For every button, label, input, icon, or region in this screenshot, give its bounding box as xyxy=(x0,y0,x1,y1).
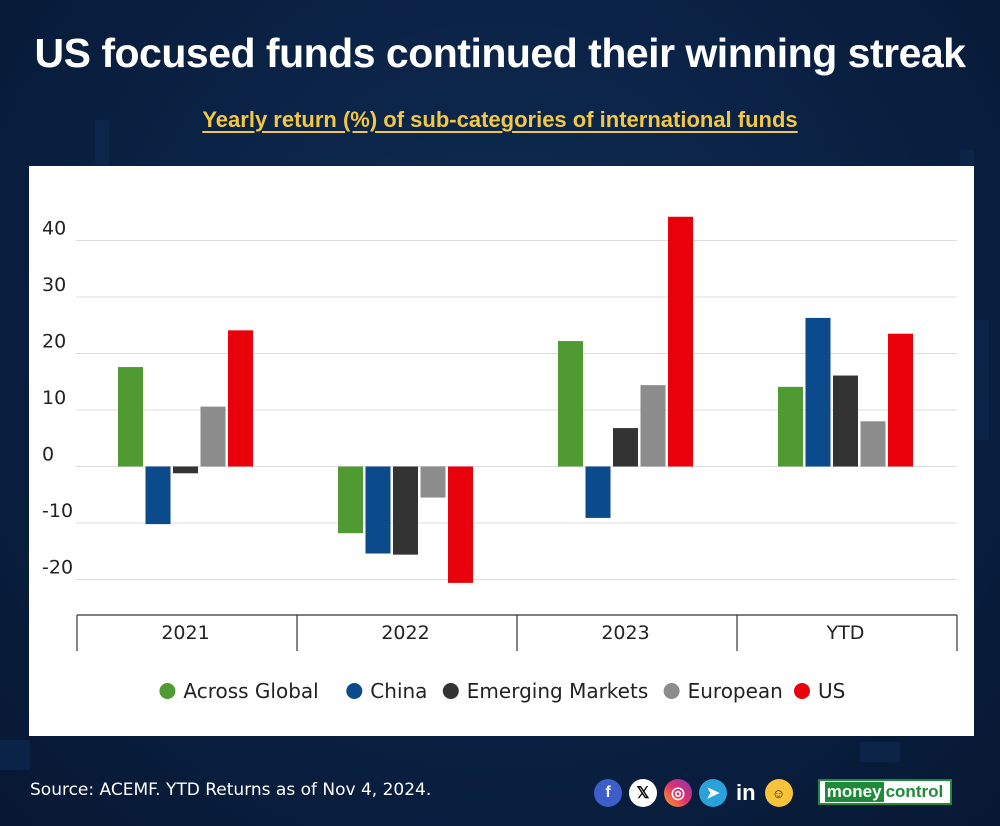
bar-us xyxy=(448,466,473,583)
moneycontrol-logo: money control xyxy=(818,779,952,805)
chart-subtitle: Yearly return (%) of sub-categories of i… xyxy=(202,107,798,132)
y-tick-label: 20 xyxy=(42,331,66,353)
bar-china xyxy=(805,317,831,467)
bar-china xyxy=(145,466,171,525)
legend-marker xyxy=(442,683,459,699)
legend-label: US xyxy=(818,679,845,703)
y-tick-label: -10 xyxy=(42,500,73,522)
legend-marker xyxy=(159,683,176,699)
x-tick-label: YTD xyxy=(826,622,865,644)
legend-label: Emerging Markets xyxy=(467,679,648,703)
bar-emerging-markets xyxy=(173,466,198,474)
x-twitter-icon[interactable]: 𝕏 xyxy=(629,779,657,807)
bar-european xyxy=(420,466,446,498)
bar-us xyxy=(668,216,693,467)
y-tick-label: 40 xyxy=(42,218,66,240)
source-note: Source: ACEMF. YTD Returns as of Nov 4, … xyxy=(30,780,432,800)
brand-part-2: control xyxy=(885,782,944,801)
y-tick-label: 0 xyxy=(42,444,54,466)
y-tick-label: -20 xyxy=(42,557,73,579)
legend-label: China xyxy=(370,679,427,703)
bar-emerging-markets xyxy=(393,466,418,555)
legend-marker xyxy=(346,683,363,699)
bar-china xyxy=(365,466,391,554)
x-tick-label: 2023 xyxy=(601,622,649,644)
chart-panel: 40 30 20 10 0 -10 -20 2021 2022 2023 YTD Across Glo… xyxy=(29,166,974,736)
instagram-icon[interactable]: ◎ xyxy=(664,779,692,807)
legend-label: European xyxy=(688,679,783,703)
bar-us xyxy=(228,330,253,467)
bar-european xyxy=(200,406,226,467)
bar-across-global xyxy=(338,466,363,534)
social-icons: f 𝕏 ◎ ➤ in ☺ xyxy=(594,777,793,809)
bar-across-global xyxy=(778,386,803,467)
bar-across-global xyxy=(558,341,583,467)
mascot-icon: ☺ xyxy=(764,779,793,807)
bar-china xyxy=(585,466,611,518)
brand-part-1: money xyxy=(824,782,884,802)
bar-emerging-markets xyxy=(833,375,858,467)
y-tick-label: 30 xyxy=(42,274,66,296)
facebook-icon[interactable]: f xyxy=(594,779,622,807)
bar-european xyxy=(640,385,666,467)
bar-european xyxy=(860,421,886,467)
telegram-icon[interactable]: ➤ xyxy=(699,779,727,807)
legend-label: Across Global xyxy=(183,679,318,703)
chart-title: US focused funds continued their winning… xyxy=(34,30,966,76)
bar-emerging-markets xyxy=(613,428,638,467)
x-tick-label: 2022 xyxy=(381,622,429,644)
bar-across-global xyxy=(118,367,143,467)
y-tick-label: 10 xyxy=(42,387,66,409)
bar-us xyxy=(888,333,913,467)
x-tick-label: 2021 xyxy=(161,622,209,644)
linkedin-icon[interactable]: in xyxy=(736,780,756,805)
legend-marker xyxy=(663,683,680,699)
bar-chart: 40 30 20 10 0 -10 -20 2021 2022 2023 YTD Across Glo… xyxy=(42,216,958,703)
legend-marker xyxy=(794,683,810,699)
